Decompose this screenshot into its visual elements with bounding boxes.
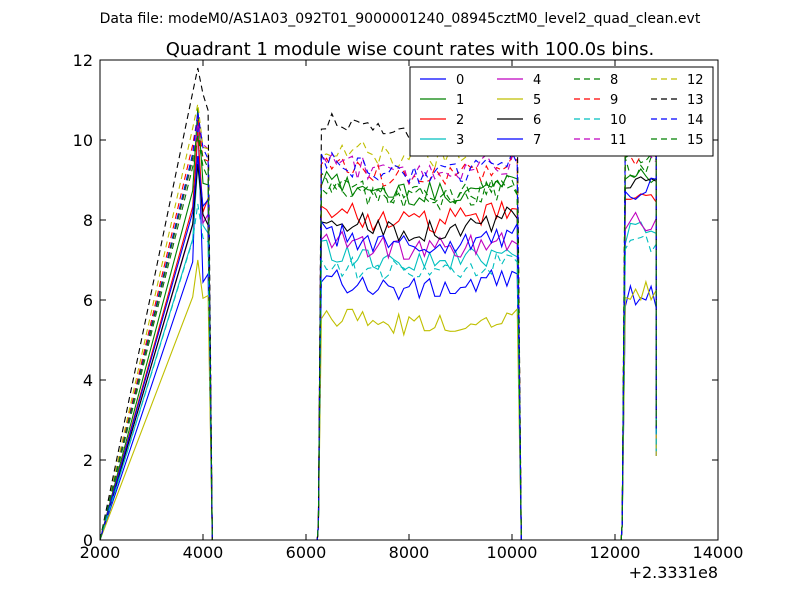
y-tick-label: 10 [73, 131, 93, 150]
x-tick-label: 2000 [80, 543, 121, 562]
legend-label-7: 7 [533, 133, 541, 148]
series-line-3 [100, 163, 657, 540]
legend-label-8: 8 [610, 73, 618, 88]
series-line-13 [100, 67, 657, 540]
legend-label-11: 11 [610, 133, 627, 148]
series-line-2 [100, 131, 657, 540]
series-line-14 [100, 111, 657, 540]
legend-label-1: 1 [456, 93, 464, 108]
legend-label-10: 10 [610, 113, 627, 128]
series-line-7 [100, 155, 657, 540]
series-line-4 [100, 155, 657, 540]
series-line-8 [100, 135, 657, 540]
series-line-15 [100, 135, 657, 540]
legend-label-2: 2 [456, 113, 464, 128]
x-tick-label: 8000 [389, 543, 430, 562]
x-tick-label: 4000 [183, 543, 224, 562]
y-tick-label: 6 [83, 291, 93, 310]
legend-label-9: 9 [610, 93, 618, 108]
x-tick-label: 14000 [693, 543, 744, 562]
y-tick-label: 4 [83, 371, 93, 390]
legend-label-5: 5 [533, 93, 541, 108]
legend-box [409, 66, 714, 157]
legend-label-3: 3 [456, 133, 464, 148]
legend-label-0: 0 [456, 73, 464, 88]
series-line-5 [100, 259, 657, 540]
series-line-6 [100, 163, 657, 540]
x-tick-label: 12000 [590, 543, 641, 562]
data-file-label: Data file: modeM0/AS1A03_092T01_90000012… [100, 11, 701, 27]
plot-area [100, 67, 657, 540]
legend-label-15: 15 [687, 133, 704, 148]
legend-label-12: 12 [687, 73, 704, 88]
y-tick-label: 0 [83, 531, 93, 550]
x-axis-offset-label: +2.3331e8 [629, 563, 718, 582]
legend-label-14: 14 [687, 113, 704, 128]
legend-label-4: 4 [533, 73, 541, 88]
legend-label-13: 13 [687, 93, 704, 108]
series-line-11 [100, 123, 657, 540]
y-tick-label: 12 [73, 51, 93, 70]
legend-label-6: 6 [533, 113, 541, 128]
x-tick-label: 10000 [487, 543, 538, 562]
x-tick-label: 6000 [286, 543, 327, 562]
series-line-0 [100, 119, 657, 540]
y-tick-label: 8 [83, 211, 93, 230]
y-tick-label: 2 [83, 451, 93, 470]
chart-title: Quadrant 1 module wise count rates with … [166, 39, 655, 60]
series-line-1 [100, 107, 657, 540]
